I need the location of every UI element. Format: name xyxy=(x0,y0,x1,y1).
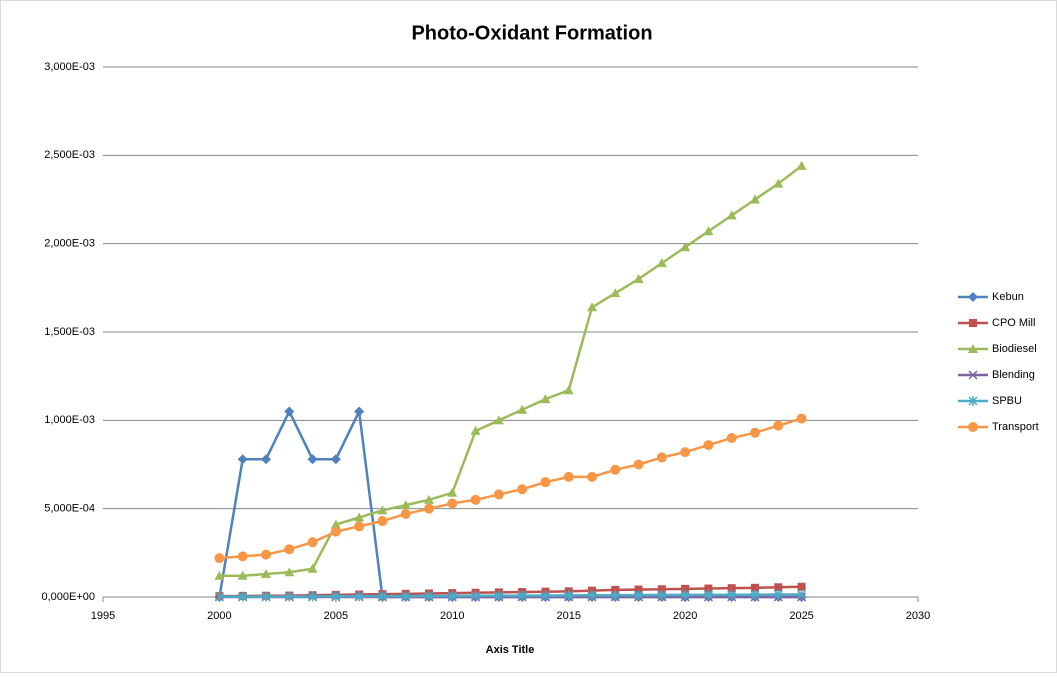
marker xyxy=(610,465,620,475)
marker xyxy=(261,550,271,560)
x-tick-label: 2000 xyxy=(207,610,231,622)
chart-frame xyxy=(1,1,1057,673)
marker xyxy=(750,428,760,438)
marker xyxy=(354,521,364,531)
marker xyxy=(657,452,667,462)
x-tick-label: 2005 xyxy=(324,610,348,622)
y-tick-label: 2,500E-03 xyxy=(44,149,95,161)
x-tick-label: 2030 xyxy=(906,610,930,622)
y-tick-label: 3,000E-03 xyxy=(44,61,95,73)
legend-label: CPO Mill xyxy=(992,317,1035,329)
marker xyxy=(564,472,574,482)
marker xyxy=(703,440,713,450)
marker xyxy=(587,472,597,482)
legend-marker xyxy=(968,422,978,432)
marker xyxy=(680,447,690,457)
x-tick-label: 2015 xyxy=(556,610,580,622)
marker xyxy=(727,433,737,443)
legend-label: Biodiesel xyxy=(992,343,1037,355)
chart-title: Photo-Oxidant Formation xyxy=(411,22,652,44)
y-tick-label: 0,000E+00 xyxy=(41,591,95,603)
y-tick-label: 1,000E-03 xyxy=(44,414,95,426)
marker xyxy=(308,537,318,547)
marker xyxy=(447,498,457,508)
marker xyxy=(401,509,411,519)
x-tick-label: 2025 xyxy=(789,610,813,622)
x-tick-label: 1995 xyxy=(91,610,115,622)
marker xyxy=(517,484,527,494)
marker xyxy=(214,553,224,563)
legend-label: Kebun xyxy=(992,291,1024,303)
y-tick-label: 5,000E-04 xyxy=(44,503,95,515)
x-tick-label: 2020 xyxy=(673,610,697,622)
marker xyxy=(797,414,807,424)
marker xyxy=(377,516,387,526)
legend-marker xyxy=(969,319,977,327)
legend-label: SPBU xyxy=(992,395,1022,407)
marker xyxy=(424,504,434,514)
marker xyxy=(494,490,504,500)
legend-label: Blending xyxy=(992,369,1035,381)
legend-label: Transport xyxy=(992,421,1039,433)
x-tick-label: 2010 xyxy=(440,610,464,622)
y-tick-label: 1,500E-03 xyxy=(44,326,95,338)
marker xyxy=(773,421,783,431)
marker xyxy=(331,527,341,537)
marker xyxy=(238,551,248,561)
marker xyxy=(634,460,644,470)
y-tick-label: 2,000E-03 xyxy=(44,238,95,250)
marker xyxy=(540,477,550,487)
marker xyxy=(471,495,481,505)
x-axis-title: Axis Title xyxy=(486,644,535,656)
marker xyxy=(284,544,294,554)
chart: Photo-Oxidant Formation Axis Title 0,000… xyxy=(0,0,1057,673)
